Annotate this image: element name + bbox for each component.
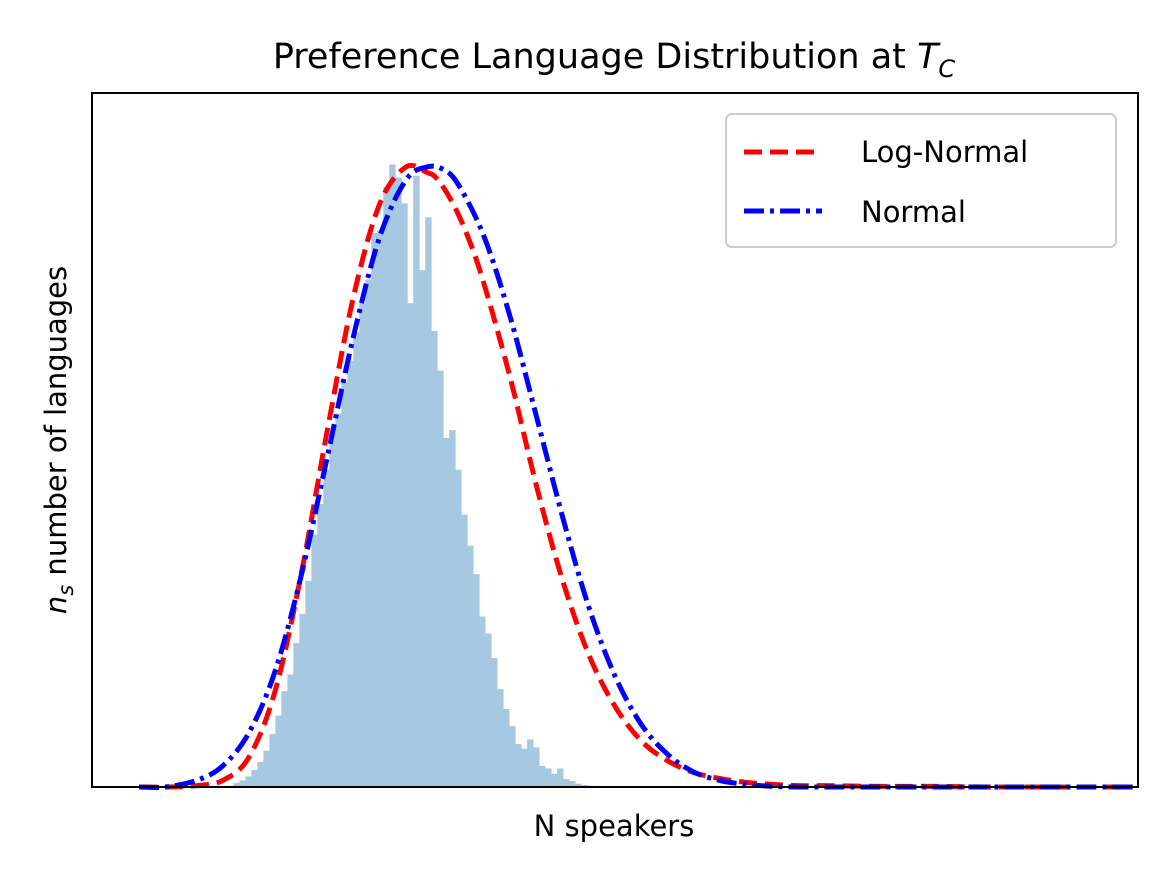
histogram-bar (299, 613, 306, 787)
histogram-bar (251, 769, 258, 787)
histogram-bar (341, 382, 348, 787)
histogram-bar (317, 504, 324, 787)
histogram-bar (515, 744, 522, 787)
histogram-bar (293, 642, 300, 787)
histogram-bar (389, 164, 396, 787)
histogram-bar (257, 761, 264, 787)
histogram-bar (461, 514, 468, 787)
histogram-bar (407, 303, 414, 787)
histogram-bar (557, 768, 564, 787)
y-axis-label: ns number of languages (39, 266, 78, 614)
histogram-bar (575, 783, 582, 787)
legend-label-log-normal: Log-Normal (861, 135, 1028, 169)
histogram-bar (365, 279, 372, 787)
histogram-bar (287, 674, 294, 787)
histogram-bar (371, 233, 378, 787)
histogram-bar (497, 689, 504, 787)
histogram-bar (245, 776, 252, 787)
histogram-bar (563, 779, 570, 787)
histogram-bar (305, 580, 312, 787)
histogram-bar (509, 726, 516, 787)
histogram-bar (335, 413, 342, 787)
x-axis-label: N speakers (534, 809, 695, 843)
histogram-bar (233, 783, 240, 787)
histogram-bar (473, 574, 480, 787)
series-line-log-normal (139, 162, 1133, 790)
histogram-bar (449, 430, 456, 787)
fit-curves (139, 162, 1133, 790)
histogram-bar (383, 186, 390, 788)
histogram-bar (479, 616, 486, 787)
histogram-bar (413, 175, 420, 787)
histogram-bars (227, 164, 600, 788)
histogram-bar (419, 270, 426, 787)
histogram-bar (377, 230, 384, 788)
legend-label-normal: Normal (861, 195, 966, 229)
histogram-bar (323, 469, 330, 787)
histogram-bar (395, 177, 402, 788)
histogram-bar (353, 332, 360, 787)
histogram-bar (359, 303, 366, 787)
legend: Log-Normal Normal (725, 113, 1117, 248)
histogram-bar (455, 469, 462, 787)
histogram-bar (443, 438, 450, 787)
histogram-bar (431, 330, 438, 787)
histogram-bar (533, 747, 540, 787)
histogram-bar (425, 217, 432, 787)
histogram-bar (485, 633, 492, 787)
histogram-bar (275, 715, 282, 787)
histogram-bar (467, 545, 474, 787)
histogram-bar (491, 658, 498, 787)
series-line-normal (139, 163, 1133, 790)
histogram-bar (503, 709, 510, 787)
histogram-bar (569, 781, 576, 787)
histogram-bar (545, 768, 552, 787)
histogram-bar (347, 360, 354, 787)
histogram-bar (527, 739, 534, 787)
histogram-bar (269, 734, 276, 787)
histogram-bar (329, 433, 336, 787)
histogram-bar (437, 370, 444, 787)
legend-box (725, 113, 1117, 248)
chart-title: Preference Language Distribution at TC (273, 37, 956, 83)
histogram-bar (521, 748, 528, 787)
histogram-bar (539, 765, 546, 787)
histogram-bar (281, 691, 288, 787)
histogram-bar (239, 780, 246, 787)
histogram-bar (551, 773, 558, 787)
plot-frame (91, 92, 1139, 788)
histogram-bar (311, 534, 318, 787)
histogram-bar (401, 203, 408, 787)
histogram-bar (263, 750, 270, 787)
